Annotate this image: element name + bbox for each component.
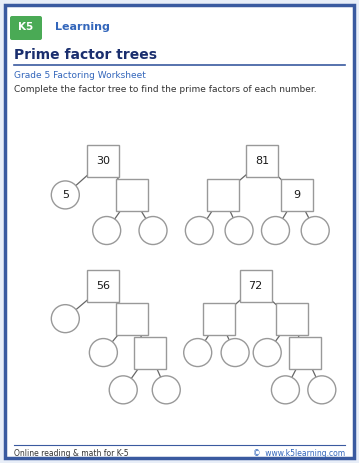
FancyBboxPatch shape bbox=[246, 145, 278, 177]
Text: Prime factor trees: Prime factor trees bbox=[14, 48, 157, 62]
Circle shape bbox=[225, 217, 253, 244]
FancyBboxPatch shape bbox=[87, 270, 120, 302]
Circle shape bbox=[51, 181, 79, 209]
FancyBboxPatch shape bbox=[203, 303, 235, 335]
Circle shape bbox=[152, 376, 180, 404]
FancyBboxPatch shape bbox=[116, 303, 148, 335]
Circle shape bbox=[221, 338, 249, 367]
Circle shape bbox=[109, 376, 137, 404]
Text: 9: 9 bbox=[293, 190, 300, 200]
FancyBboxPatch shape bbox=[289, 337, 321, 369]
Circle shape bbox=[301, 217, 329, 244]
FancyBboxPatch shape bbox=[10, 16, 42, 40]
FancyBboxPatch shape bbox=[134, 337, 166, 369]
Circle shape bbox=[51, 305, 79, 332]
Text: Grade 5 Factoring Worksheet: Grade 5 Factoring Worksheet bbox=[14, 71, 146, 81]
Text: K5: K5 bbox=[18, 22, 34, 32]
Circle shape bbox=[308, 376, 336, 404]
Circle shape bbox=[93, 217, 121, 244]
FancyBboxPatch shape bbox=[116, 179, 148, 211]
Circle shape bbox=[89, 338, 117, 367]
Circle shape bbox=[271, 376, 299, 404]
Circle shape bbox=[184, 338, 212, 367]
Text: ©  www.k5learning.com: © www.k5learning.com bbox=[253, 449, 345, 457]
Circle shape bbox=[185, 217, 213, 244]
Text: 5: 5 bbox=[62, 190, 69, 200]
FancyBboxPatch shape bbox=[276, 303, 308, 335]
Circle shape bbox=[261, 217, 289, 244]
Text: 81: 81 bbox=[255, 156, 269, 166]
Circle shape bbox=[139, 217, 167, 244]
Circle shape bbox=[253, 338, 281, 367]
Text: 56: 56 bbox=[96, 282, 110, 291]
Text: 30: 30 bbox=[96, 156, 110, 166]
FancyBboxPatch shape bbox=[5, 5, 354, 458]
FancyBboxPatch shape bbox=[206, 179, 238, 211]
FancyBboxPatch shape bbox=[281, 179, 313, 211]
FancyBboxPatch shape bbox=[239, 270, 272, 302]
Text: Learning: Learning bbox=[55, 22, 110, 32]
Text: 72: 72 bbox=[248, 282, 263, 291]
Text: Complete the factor tree to find the prime factors of each number.: Complete the factor tree to find the pri… bbox=[14, 86, 317, 94]
FancyBboxPatch shape bbox=[87, 145, 120, 177]
Text: Online reading & math for K-5: Online reading & math for K-5 bbox=[14, 449, 129, 457]
